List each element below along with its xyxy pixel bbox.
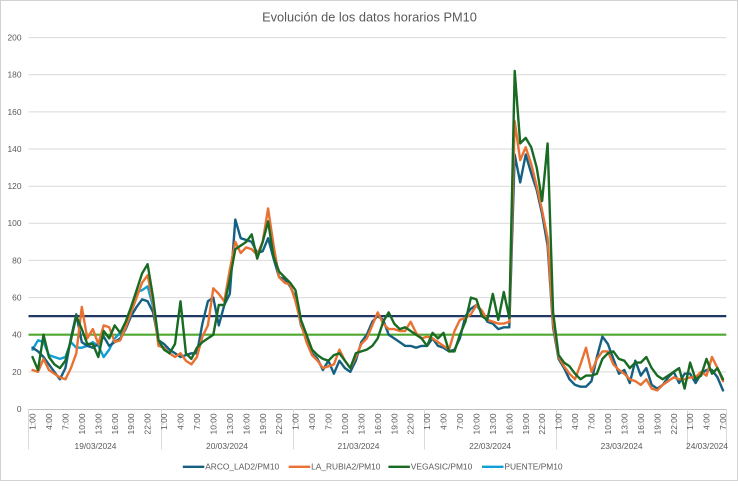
svg-text:13:00: 13:00	[225, 413, 235, 434]
svg-text:1:00: 1:00	[28, 413, 38, 430]
svg-text:13:00: 13:00	[93, 413, 103, 434]
svg-text:22:00: 22:00	[274, 413, 284, 434]
svg-text:16:00: 16:00	[504, 413, 514, 434]
svg-text:19:00: 19:00	[389, 413, 399, 434]
svg-text:7:00: 7:00	[324, 413, 334, 430]
svg-text:19:00: 19:00	[521, 413, 531, 434]
svg-text:LA_RUBIA2/PM10: LA_RUBIA2/PM10	[311, 462, 381, 472]
svg-text:24/03/2024: 24/03/2024	[686, 441, 728, 451]
svg-text:VEGASIC/PM10: VEGASIC/PM10	[411, 462, 473, 472]
svg-text:1:00: 1:00	[554, 413, 564, 430]
svg-text:20/03/2024: 20/03/2024	[206, 441, 248, 451]
svg-text:7:00: 7:00	[718, 413, 728, 430]
svg-text:140: 140	[8, 144, 22, 154]
svg-text:16:00: 16:00	[241, 413, 251, 434]
svg-text:22/03/2024: 22/03/2024	[469, 441, 511, 451]
svg-text:1:00: 1:00	[685, 413, 695, 430]
svg-text:13:00: 13:00	[356, 413, 366, 434]
svg-text:16:00: 16:00	[110, 413, 120, 434]
svg-text:Evolución de los datos horario: Evolución de los datos horarios PM10	[262, 10, 477, 25]
svg-text:0: 0	[17, 404, 22, 414]
svg-text:40: 40	[12, 330, 22, 340]
svg-text:7:00: 7:00	[587, 413, 597, 430]
svg-text:10:00: 10:00	[208, 413, 218, 434]
svg-text:4:00: 4:00	[439, 413, 449, 430]
svg-text:PUENTE/PM10: PUENTE/PM10	[504, 462, 563, 472]
svg-text:19:00: 19:00	[652, 413, 662, 434]
svg-text:13:00: 13:00	[619, 413, 629, 434]
svg-text:4:00: 4:00	[702, 413, 712, 430]
svg-text:13:00: 13:00	[488, 413, 498, 434]
svg-text:22:00: 22:00	[406, 413, 416, 434]
svg-text:22:00: 22:00	[537, 413, 547, 434]
svg-text:16:00: 16:00	[636, 413, 646, 434]
svg-text:21/03/2024: 21/03/2024	[338, 441, 380, 451]
svg-text:4:00: 4:00	[570, 413, 580, 430]
svg-text:19:00: 19:00	[126, 413, 136, 434]
svg-text:19/03/2024: 19/03/2024	[75, 441, 117, 451]
svg-text:60: 60	[12, 293, 22, 303]
svg-text:22:00: 22:00	[143, 413, 153, 434]
svg-text:10:00: 10:00	[77, 413, 87, 434]
svg-text:19:00: 19:00	[258, 413, 268, 434]
svg-text:7:00: 7:00	[192, 413, 202, 430]
svg-text:23/03/2024: 23/03/2024	[601, 441, 643, 451]
svg-text:1:00: 1:00	[291, 413, 301, 430]
svg-text:7:00: 7:00	[61, 413, 71, 430]
svg-text:4:00: 4:00	[307, 413, 317, 430]
svg-text:22:00: 22:00	[669, 413, 679, 434]
svg-text:100: 100	[8, 218, 22, 228]
svg-text:180: 180	[8, 70, 22, 80]
svg-text:10:00: 10:00	[603, 413, 613, 434]
svg-text:80: 80	[12, 255, 22, 265]
svg-text:1:00: 1:00	[159, 413, 169, 430]
svg-text:20: 20	[12, 367, 22, 377]
svg-text:4:00: 4:00	[176, 413, 186, 430]
svg-text:1:00: 1:00	[422, 413, 432, 430]
svg-text:ARCO_LAD2/PM10: ARCO_LAD2/PM10	[205, 462, 279, 472]
svg-text:16:00: 16:00	[373, 413, 383, 434]
svg-text:200: 200	[8, 33, 22, 43]
svg-text:160: 160	[8, 107, 22, 117]
svg-text:10:00: 10:00	[340, 413, 350, 434]
svg-text:7:00: 7:00	[455, 413, 465, 430]
svg-text:10:00: 10:00	[472, 413, 482, 434]
svg-text:120: 120	[8, 181, 22, 191]
svg-text:4:00: 4:00	[44, 413, 54, 430]
